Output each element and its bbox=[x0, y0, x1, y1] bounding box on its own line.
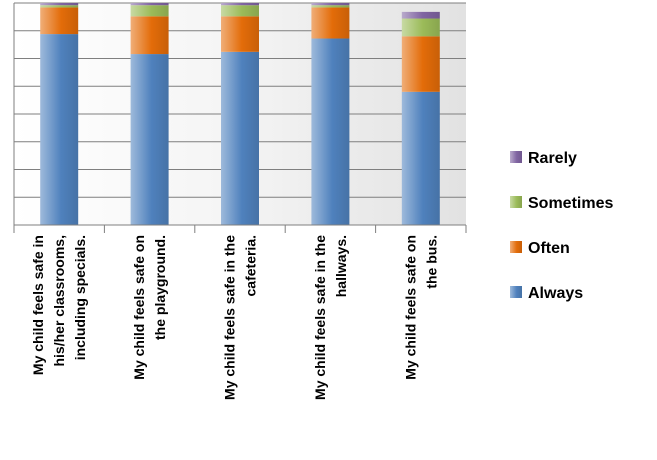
bar-segment-rarely bbox=[311, 3, 350, 6]
bar-segment-sometimes bbox=[221, 5, 259, 17]
bar-segment-rarely bbox=[40, 3, 79, 6]
category-label: My child feels safe on the playground. bbox=[131, 235, 168, 380]
bar-segment-often bbox=[311, 7, 350, 39]
legend-label-often: Often bbox=[528, 240, 570, 257]
bar-segment-sometimes bbox=[311, 5, 350, 8]
bar-segment-often bbox=[401, 36, 440, 92]
legend-swatch-sometimes bbox=[510, 196, 522, 208]
category-label-line: hallways. bbox=[333, 235, 349, 297]
bar-segment-often bbox=[130, 16, 169, 55]
bar-segment-always bbox=[40, 34, 79, 225]
bar-segment-always bbox=[401, 91, 440, 225]
category-label: My child feels safe in the cafeteria. bbox=[222, 235, 259, 400]
legend-swatch-rarely bbox=[510, 151, 522, 163]
category-label-line: My child feels safe on bbox=[402, 235, 418, 380]
legend-label-always: Always bbox=[528, 285, 583, 302]
category-label-line: My child feels safe in bbox=[30, 235, 46, 375]
category-label: My child feels safe in his/her classrooms… bbox=[30, 235, 88, 375]
category-label-line: My child feels safe on bbox=[131, 235, 147, 380]
legend-swatch-always bbox=[510, 286, 522, 298]
bar-segment-sometimes bbox=[40, 5, 79, 8]
bar-segment-always bbox=[311, 38, 350, 225]
category-label-line: the playground. bbox=[152, 235, 168, 340]
category-label-line: including specials. bbox=[72, 235, 88, 360]
category-label-line: the bus. bbox=[423, 235, 439, 289]
bar-segment-always bbox=[130, 54, 169, 226]
category-label-line: My child feels safe in the bbox=[222, 235, 238, 400]
legend-label-rarely: Rarely bbox=[528, 150, 577, 167]
category-label-line: My child feels safe in the bbox=[312, 235, 328, 400]
bar-segment-rarely bbox=[221, 3, 259, 6]
legend-label-sometimes: Sometimes bbox=[528, 195, 613, 212]
bars bbox=[40, 3, 440, 226]
legend-swatch-often bbox=[510, 241, 522, 253]
bar-segment-rarely bbox=[401, 11, 440, 19]
bar-segment-always bbox=[221, 51, 259, 226]
legend: Rarely Sometimes Often Always bbox=[510, 150, 613, 302]
category-label-line: cafeteria. bbox=[243, 235, 259, 296]
bar-segment-sometimes bbox=[130, 5, 169, 17]
category-label: My child feels safe on the bus. bbox=[402, 235, 439, 380]
bar-segment-often bbox=[40, 7, 79, 35]
bar-segment-rarely bbox=[130, 3, 169, 6]
category-label-line: his/her classrooms, bbox=[51, 235, 67, 367]
bar-segment-often bbox=[221, 16, 259, 52]
x-axis-labels: My child feels safe in his/her classrooms… bbox=[30, 235, 439, 400]
category-label: My child feels safe in the hallways. bbox=[312, 235, 349, 400]
x-axis-ticks bbox=[13, 224, 467, 233]
bar-segment-sometimes bbox=[401, 18, 440, 37]
